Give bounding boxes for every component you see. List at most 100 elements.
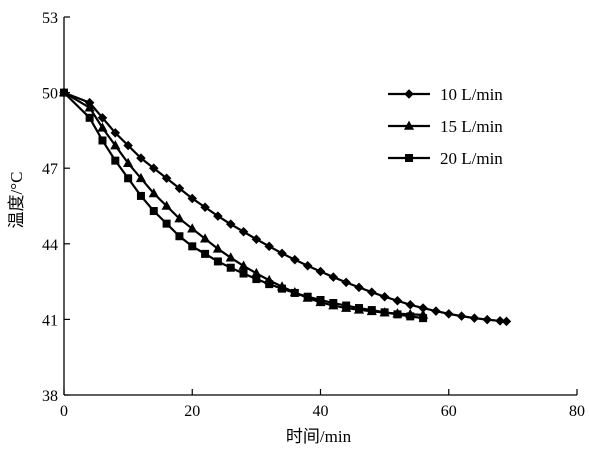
data-point-diamond (469, 313, 480, 323)
data-point-square (149, 207, 158, 216)
data-point-diamond (136, 153, 146, 163)
data-point-diamond (379, 291, 390, 302)
data-point-triangle (97, 122, 108, 132)
data-point-square (136, 191, 145, 200)
data-point-diamond (482, 314, 492, 325)
data-point-square (98, 136, 107, 145)
data-point-diamond (277, 248, 287, 259)
data-point-square (60, 88, 69, 97)
data-point-diamond (225, 219, 236, 229)
data-point-diamond (431, 306, 441, 316)
legend-item: 10 L/min (388, 85, 503, 104)
data-point-triangle (225, 252, 236, 262)
data-point-square (342, 301, 351, 310)
data-point-square (175, 232, 184, 241)
data-point-diamond (501, 316, 512, 327)
data-point-triangle (199, 233, 211, 243)
series-line (63, 91, 424, 316)
legend-marker-triangle (403, 120, 415, 130)
data-point-square (213, 257, 222, 266)
y-tick-label: 50 (42, 86, 58, 103)
data-point-square (419, 314, 428, 323)
data-point-diamond (367, 287, 377, 297)
legend-marker-square (404, 153, 413, 162)
data-point-square (329, 299, 338, 308)
series-diamond (59, 87, 512, 327)
data-point-square (201, 249, 210, 258)
data-point-square (380, 308, 389, 317)
legend-item: 20 L/min (388, 149, 503, 168)
legend-item: 15 L/min (388, 117, 503, 136)
data-point-diamond (110, 128, 121, 138)
data-point-diamond (149, 163, 159, 173)
data-point-diamond (456, 311, 467, 321)
data-point-triangle (212, 243, 223, 253)
data-point-square (85, 113, 94, 122)
data-point-triangle (174, 213, 185, 223)
x-tick-label: 40 (313, 403, 329, 420)
legend-label: 10 L/min (440, 85, 503, 104)
legend-label: 20 L/min (440, 149, 503, 168)
data-point-triangle (84, 102, 95, 112)
data-point-diamond (341, 277, 351, 288)
axes (63, 17, 577, 396)
data-point-square (239, 269, 248, 278)
data-point-triangle (238, 260, 249, 270)
data-point-triangle (187, 223, 198, 233)
data-point-diamond (354, 282, 364, 293)
data-point-diamond (290, 254, 300, 265)
data-point-diamond (174, 183, 185, 194)
data-point-diamond (161, 173, 172, 184)
series-triangle (58, 87, 429, 319)
data-point-diamond (392, 295, 403, 306)
data-point-diamond (97, 113, 108, 123)
data-point-square (406, 312, 415, 321)
x-tick-label: 0 (60, 403, 68, 420)
data-point-diamond (200, 202, 210, 213)
data-point-square (367, 306, 376, 315)
x-axis-title: 时间/min (286, 427, 352, 446)
data-point-square (226, 263, 235, 272)
data-point-diamond (187, 193, 198, 204)
series-square (60, 88, 428, 323)
y-tick-label: 53 (42, 10, 58, 27)
data-point-square (252, 275, 261, 284)
legend: 10 L/min 15 L/min 20 L/min (388, 85, 503, 168)
data-point-triangle (110, 140, 121, 150)
series-line (63, 91, 424, 320)
data-point-diamond (405, 300, 416, 310)
data-point-diamond (213, 211, 223, 221)
data-point-diamond (302, 260, 313, 271)
data-point-triangle (161, 200, 172, 210)
data-point-square (393, 310, 402, 319)
x-tick-label: 80 (569, 403, 585, 420)
data-point-diamond (315, 266, 326, 277)
data-point-triangle (148, 187, 159, 198)
y-tick-label: 47 (42, 161, 58, 178)
y-tick-label: 38 (42, 388, 58, 405)
data-point-square (124, 174, 133, 183)
data-point-triangle (123, 157, 134, 167)
data-point-square (111, 156, 120, 165)
data-point-diamond (264, 241, 274, 252)
data-point-square (278, 284, 287, 293)
legend-label: 15 L/min (440, 117, 503, 136)
y-tick-label: 41 (42, 312, 58, 329)
y-axis-title: 温度/°C (7, 172, 26, 229)
data-point-diamond (495, 316, 505, 326)
data-point-diamond (328, 272, 339, 282)
data-point-square (188, 242, 197, 251)
series-layer (58, 87, 512, 327)
ticks: 0 20 40 60 80 38 41 44 47 50 53 (42, 10, 585, 420)
x-tick-label: 60 (441, 403, 457, 420)
data-point-diamond (251, 234, 262, 245)
data-point-square (316, 295, 325, 304)
x-tick-label: 20 (184, 403, 200, 420)
data-point-square (290, 288, 299, 297)
legend-marker-diamond (404, 89, 414, 99)
data-point-square (162, 219, 171, 228)
data-point-square (354, 304, 363, 313)
data-point-diamond (443, 309, 454, 319)
data-point-diamond (123, 140, 133, 151)
